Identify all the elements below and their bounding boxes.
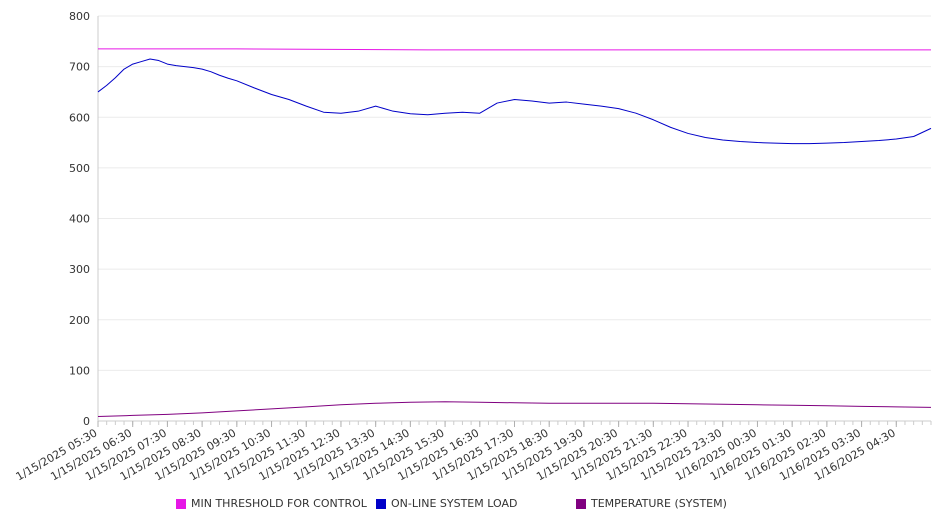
series-line-min-threshold — [98, 48, 931, 51]
y-tick-label: 700 — [69, 61, 90, 74]
axes — [97, 16, 932, 427]
grid-lines — [98, 15, 931, 371]
legend-item-temperature[interactable]: TEMPERATURE (SYSTEM) — [576, 497, 727, 510]
y-tick-label: 300 — [69, 263, 90, 276]
legend-label-min-threshold: MIN THRESHOLD FOR CONTROL — [191, 497, 367, 510]
y-tick-label: 0 — [83, 415, 90, 428]
y-tick-label: 800 — [69, 10, 90, 23]
y-tick-labels: 0 100 200 300 400 500 600 700 800 — [69, 10, 90, 428]
y-tick-label: 600 — [69, 111, 90, 124]
y-tick-label: 500 — [69, 162, 90, 175]
series-line-system-load — [97, 58, 932, 145]
legend-swatch-min-threshold — [176, 498, 186, 509]
legend-item-min-threshold[interactable]: MIN THRESHOLD FOR CONTROL — [176, 497, 367, 510]
y-tick-label: 100 — [69, 364, 90, 377]
chart-legend: MIN THRESHOLD FOR CONTROL ON-LINE SYSTEM… — [0, 497, 946, 515]
series-line-temperature — [97, 401, 932, 417]
legend-label-system-load: ON-LINE SYSTEM LOAD — [391, 497, 518, 510]
legend-swatch-system-load — [376, 498, 386, 509]
legend-item-system-load[interactable]: ON-LINE SYSTEM LOAD — [376, 497, 517, 510]
series-lines — [97, 48, 932, 417]
x-tick-labels: 1/15/2025 05:301/15/2025 06:301/15/2025 … — [14, 426, 898, 483]
y-tick-label: 200 — [69, 314, 90, 327]
y-tick-label: 400 — [69, 213, 90, 226]
legend-label-temperature: TEMPERATURE (SYSTEM) — [591, 497, 727, 510]
legend-swatch-temperature — [576, 498, 586, 509]
